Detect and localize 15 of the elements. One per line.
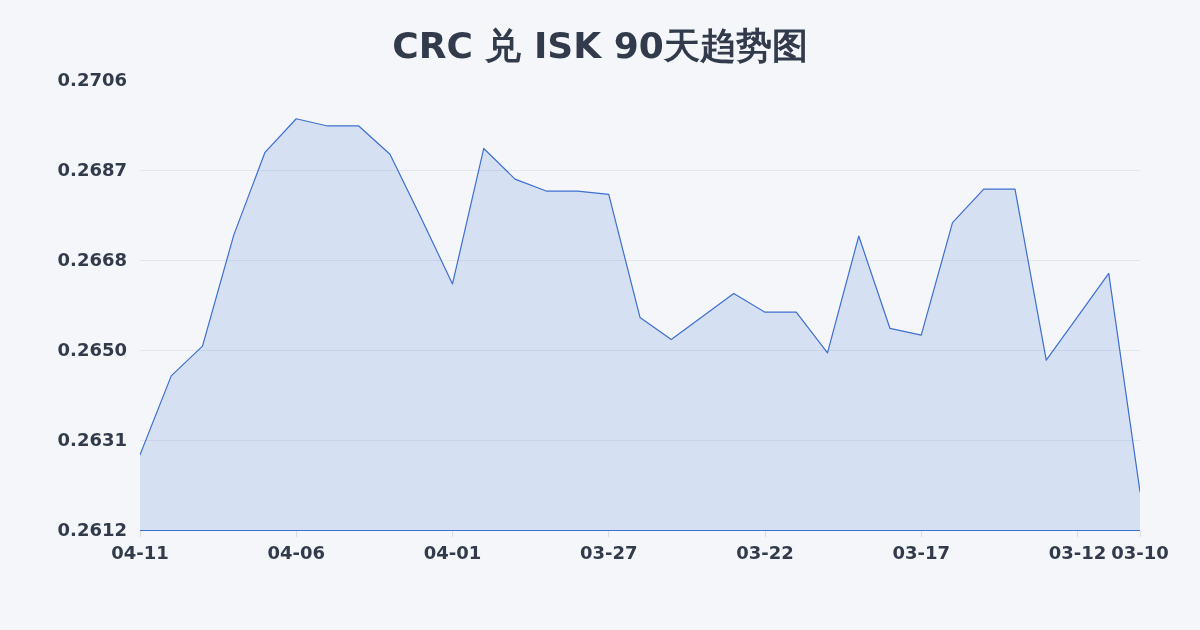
x-tick-label: 03-17 — [892, 541, 951, 563]
y-tick-label: 0.2612 — [57, 519, 127, 541]
x-tick-label: 04-11 — [111, 541, 169, 563]
x-tick-label: 03-12 — [1048, 541, 1107, 563]
y-tick-label: 0.2631 — [57, 429, 127, 451]
x-tick-label: 03-22 — [736, 541, 794, 563]
y-tick-label: 0.2706 — [57, 69, 127, 91]
y-tick-label: 0.2687 — [57, 159, 127, 181]
x-tick-label: 03-10 — [1111, 541, 1169, 563]
x-tick-label: 04-01 — [423, 541, 482, 563]
x-tick-label: 04-06 — [267, 541, 326, 563]
chart-title: CRC 兑 ISK 90天趋势图 — [392, 24, 808, 66]
y-tick-label: 0.2668 — [57, 249, 127, 271]
x-tick-label: 03-27 — [579, 541, 638, 563]
y-tick-label: 0.2650 — [57, 339, 127, 361]
